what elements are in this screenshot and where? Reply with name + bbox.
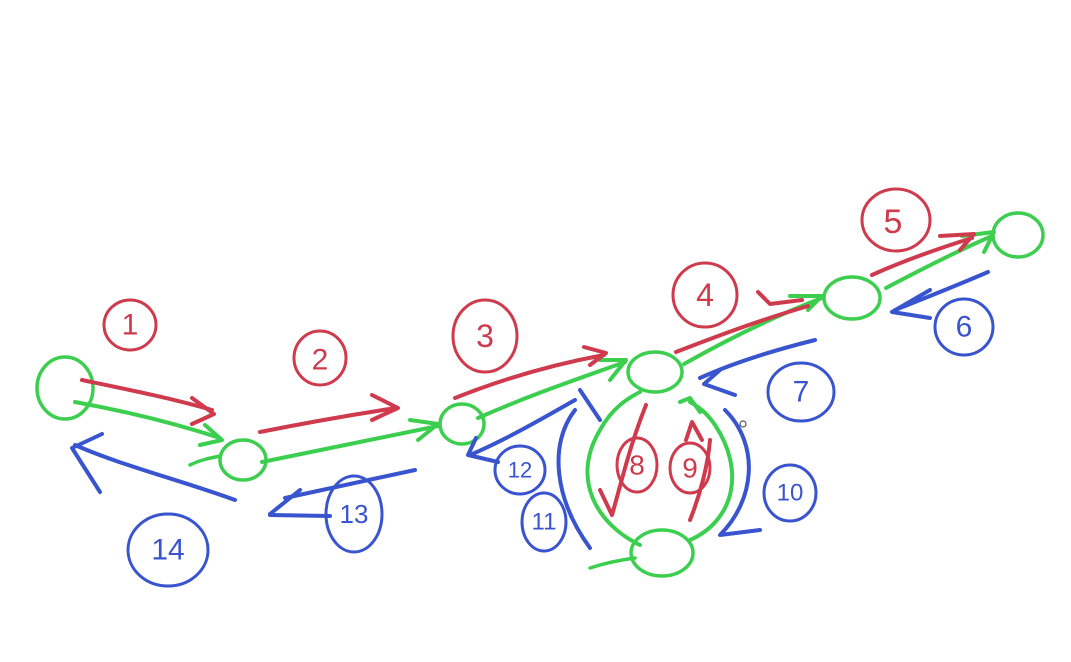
label-9: 9 <box>668 441 712 495</box>
blue-labels: 6 7 10 11 12 13 14 <box>126 297 995 588</box>
label-2: 2 <box>292 329 348 387</box>
label-1: 1 <box>102 298 158 352</box>
red-edges <box>80 232 976 522</box>
blue-arrow-6 <box>890 270 990 320</box>
label-1-text: 1 <box>122 309 139 342</box>
label-3-text: 3 <box>476 318 494 354</box>
green-arrow-b-c <box>260 418 440 464</box>
label-11-text: 11 <box>532 509 557 536</box>
red-arrow-1 <box>80 378 216 426</box>
label-10-text: 10 <box>777 480 804 507</box>
node-e <box>822 275 882 321</box>
label-9-text: 9 <box>682 453 698 484</box>
node-g <box>629 528 695 578</box>
green-arrow-c-d <box>476 358 628 420</box>
red-arrow-5 <box>870 232 976 277</box>
label-6-text: 6 <box>956 311 973 344</box>
blue-arrow-14 <box>70 432 237 502</box>
label-8-text: 8 <box>629 450 645 481</box>
green-tail-g <box>588 556 637 570</box>
node-a <box>35 355 95 421</box>
label-4: 4 <box>671 261 739 329</box>
cursor-icon <box>739 420 747 428</box>
label-7-text: 7 <box>793 376 810 409</box>
label-13: 13 <box>324 474 384 554</box>
green-edges <box>73 230 996 570</box>
label-6: 6 <box>933 297 995 357</box>
green-arrow-a-b <box>73 400 224 447</box>
red-arrow-8 <box>598 403 648 517</box>
blue-edges <box>70 270 990 550</box>
green-arrow-d-e <box>682 294 824 366</box>
label-2-text: 2 <box>312 344 329 377</box>
blue-arrow-11 <box>556 388 602 550</box>
blue-arrow-13 <box>268 468 417 518</box>
label-14: 14 <box>126 512 210 588</box>
label-5: 5 <box>860 187 932 253</box>
label-10: 10 <box>762 463 818 523</box>
node-d <box>626 350 684 394</box>
red-labels: 1 2 3 4 5 8 9 <box>102 187 932 495</box>
red-arrow-3 <box>453 345 608 400</box>
label-11: 11 <box>520 491 568 553</box>
label-5-text: 5 <box>884 203 903 241</box>
blue-arrow-12 <box>466 398 577 464</box>
red-arrow-4 <box>674 290 810 354</box>
label-4-text: 4 <box>696 277 714 313</box>
blue-arrow-10 <box>718 408 762 537</box>
label-7: 7 <box>766 361 836 423</box>
node-b <box>218 438 268 482</box>
blue-arrow-7 <box>698 338 817 397</box>
label-12-text: 12 <box>508 458 532 483</box>
label-13-text: 13 <box>340 499 369 529</box>
green-loop-left-g-d <box>585 390 642 547</box>
label-12: 12 <box>493 444 547 496</box>
label-3: 3 <box>451 298 519 374</box>
red-arrow-2 <box>258 393 400 434</box>
green-arrow-b-tail <box>188 454 222 467</box>
node-f <box>991 211 1045 259</box>
label-14-text: 14 <box>151 534 184 567</box>
green-loop-right-d-g <box>678 396 735 542</box>
red-arrow-9 <box>684 420 712 522</box>
label-8: 8 <box>615 436 659 494</box>
